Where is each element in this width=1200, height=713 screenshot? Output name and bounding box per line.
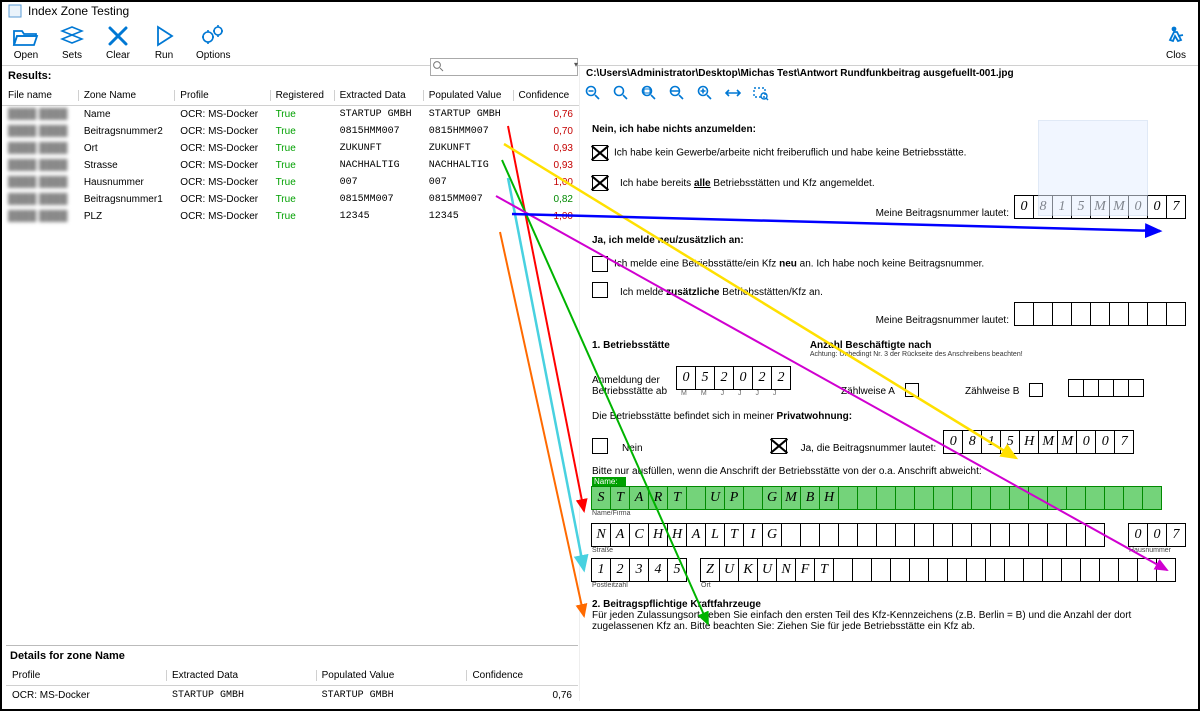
clear-button[interactable]: Clear <box>104 24 132 61</box>
person-exit-icon <box>1162 24 1190 48</box>
window-titlebar: Index Zone Testing <box>2 2 1198 20</box>
checkbox-additional[interactable] <box>592 282 608 298</box>
results-col[interactable]: Populated Value <box>423 86 513 106</box>
table-row[interactable]: ████ ████Beitragsnummer1OCR: MS-DockerTr… <box>2 191 579 208</box>
label-strasse: Straße <box>592 547 1105 554</box>
options-button[interactable]: Options <box>196 24 230 61</box>
cells-zaehl-empty <box>1069 379 1144 397</box>
app-icon <box>8 4 22 18</box>
heading-yes-register: Ja, ich melde neu/zusätzlich an: <box>592 235 744 246</box>
text-bitte: Bitte nur ausfüllen, wenn die Anschrift … <box>592 466 1186 477</box>
label-namefirma: Name/Firma <box>592 510 1186 517</box>
table-row[interactable]: ████ ████OrtOCR: MS-DockerTrueZUKUNFTZUK… <box>2 140 579 157</box>
label-nein: Nein <box>622 443 643 454</box>
close-button[interactable]: Clos <box>1162 24 1190 61</box>
sets-label: Sets <box>62 50 82 61</box>
cells-plz: 12345 <box>592 558 687 582</box>
text-section2: Für jeden Zulassungsort geben Sie einfac… <box>592 610 1186 632</box>
heading-no-register: Nein, ich habe nichts anzumelden: <box>592 124 756 135</box>
cells-hausnummer: 007 <box>1129 523 1186 547</box>
label-name-green: Name: <box>592 477 626 486</box>
label-register-from: Anmeldung der Betriebsstätte ab <box>592 375 667 397</box>
checkbox-new-site[interactable] <box>592 256 608 272</box>
label-plz: Postleitzahl <box>592 582 687 589</box>
cells-startup: STARTUPGMBH <box>592 486 1186 510</box>
run-label: Run <box>155 50 173 61</box>
fit-window-icon[interactable] <box>724 84 742 102</box>
open-label: Open <box>14 50 38 61</box>
sets-button[interactable]: Sets <box>58 24 86 61</box>
text-achtung: Achtung: Unbedingt Nr. 3 der Rückseite d… <box>810 351 1023 358</box>
search-icon <box>432 60 444 72</box>
document-preview[interactable]: Nein, ich habe nichts anzumelden: Ich ha… <box>580 108 1198 701</box>
table-row[interactable]: ████ ████StrasseOCR: MS-DockerTrueNACHHA… <box>2 157 579 174</box>
label-zaehlweise-a: Zählweise A <box>841 386 895 397</box>
label-mmjjjj: M M J J J J <box>681 390 791 397</box>
zoom-region-icon[interactable] <box>752 84 770 102</box>
zoom-fit-icon[interactable] <box>640 84 658 102</box>
text-already-registered: Ich habe bereits alle Betriebsstätten un… <box>620 178 875 189</box>
clear-x-icon <box>104 24 132 48</box>
search-container: ▾ <box>430 58 580 76</box>
table-row[interactable]: ████ ████NameOCR: MS-DockerTrueSTARTUP G… <box>2 106 579 124</box>
cells-nachhaltig: NACHHALTIG <box>592 523 1105 547</box>
table-row[interactable]: ████ ████HausnummerOCR: MS-DockerTrue007… <box>2 174 579 191</box>
checkbox-no-trade[interactable] <box>592 145 608 161</box>
results-col[interactable]: Confidence <box>513 86 579 106</box>
label-my-number: Meine Beitragsnummer lautet: <box>876 208 1009 219</box>
preview-file-path: C:\Users\Administrator\Desktop\Michas Te… <box>580 66 1198 81</box>
search-input[interactable] <box>430 58 578 76</box>
heading-section2: 2. Beitragspflichtige Kraftfahrzeuge <box>592 599 761 610</box>
zoom-actual-icon[interactable] <box>612 84 630 102</box>
details-title: Details for zone Name <box>6 646 578 666</box>
checkbox-zaehlweise-a[interactable] <box>905 383 919 397</box>
label-zaehlweise-b: Zählweise B <box>965 386 1019 397</box>
label-my-number-2: Meine Beitragsnummer lautet: <box>876 315 1009 326</box>
preview-toolbar <box>584 84 770 102</box>
text-privat-line: Die Betriebsstätte befindet sich in mein… <box>592 411 1186 422</box>
heading-section1: 1. Betriebsstätte <box>592 340 670 358</box>
results-col[interactable]: Zone Name <box>78 86 174 106</box>
results-col[interactable]: Registered <box>270 86 334 106</box>
text-no-trade: Ich habe kein Gewerbe/arbeite nicht frei… <box>614 148 966 159</box>
options-label: Options <box>196 50 230 61</box>
results-col[interactable]: Profile <box>174 86 269 106</box>
cells-date-from: 052022 <box>677 366 791 390</box>
results-col[interactable]: File name <box>2 86 78 106</box>
checkbox-ja[interactable] <box>771 438 787 454</box>
zoom-width-icon[interactable] <box>668 84 686 102</box>
run-button[interactable]: Run <box>150 24 178 61</box>
cells-mynumber-empty <box>1015 302 1186 326</box>
gears-icon <box>199 24 227 48</box>
layers-icon <box>58 24 86 48</box>
zoom-in-icon[interactable] <box>696 84 714 102</box>
close-label: Clos <box>1166 50 1186 61</box>
label-hausnr: Hausnummer <box>1129 547 1186 554</box>
main-toolbar: Open Sets Clear Run Options Clos <box>2 20 1198 66</box>
play-icon <box>150 24 178 48</box>
search-dropdown-icon[interactable]: ▾ <box>574 60 578 69</box>
zoom-out-icon[interactable] <box>584 84 602 102</box>
checkbox-nein[interactable] <box>592 438 608 454</box>
clear-label: Clear <box>106 50 130 61</box>
open-button[interactable]: Open <box>12 24 40 61</box>
checkbox-already-registered[interactable] <box>592 175 608 191</box>
label-ja-beitrag: Ja, die Beitragsnummer lautet: <box>801 443 937 454</box>
text-additional: Ich melde zusätzliche Betriebsstätten/Kf… <box>620 287 823 298</box>
results-table: File nameZone NameProfileRegisteredExtra… <box>2 86 579 225</box>
window-title: Index Zone Testing <box>28 4 129 18</box>
cells-beitragsnummer2: 0815HMM007 <box>944 430 1134 454</box>
watermark-card <box>1038 120 1148 216</box>
folder-open-icon <box>12 24 40 48</box>
details-panel: Details for zone Name ProfileExtracted D… <box>6 645 578 705</box>
text-new-site: Ich melde eine Betriebsstätte/ein Kfz ne… <box>614 259 984 270</box>
heading-anzahl: Anzahl Beschäftigte nach <box>810 340 932 351</box>
label-ort: Ort <box>701 582 1176 589</box>
cells-ort: ZUKUNFT <box>701 558 1176 582</box>
table-row[interactable]: ████ ████Beitragsnummer2OCR: MS-DockerTr… <box>2 123 579 140</box>
table-row[interactable]: ████ ████PLZOCR: MS-DockerTrue1234512345… <box>2 208 579 225</box>
checkbox-zaehlweise-b[interactable] <box>1029 383 1043 397</box>
results-col[interactable]: Extracted Data <box>334 86 423 106</box>
